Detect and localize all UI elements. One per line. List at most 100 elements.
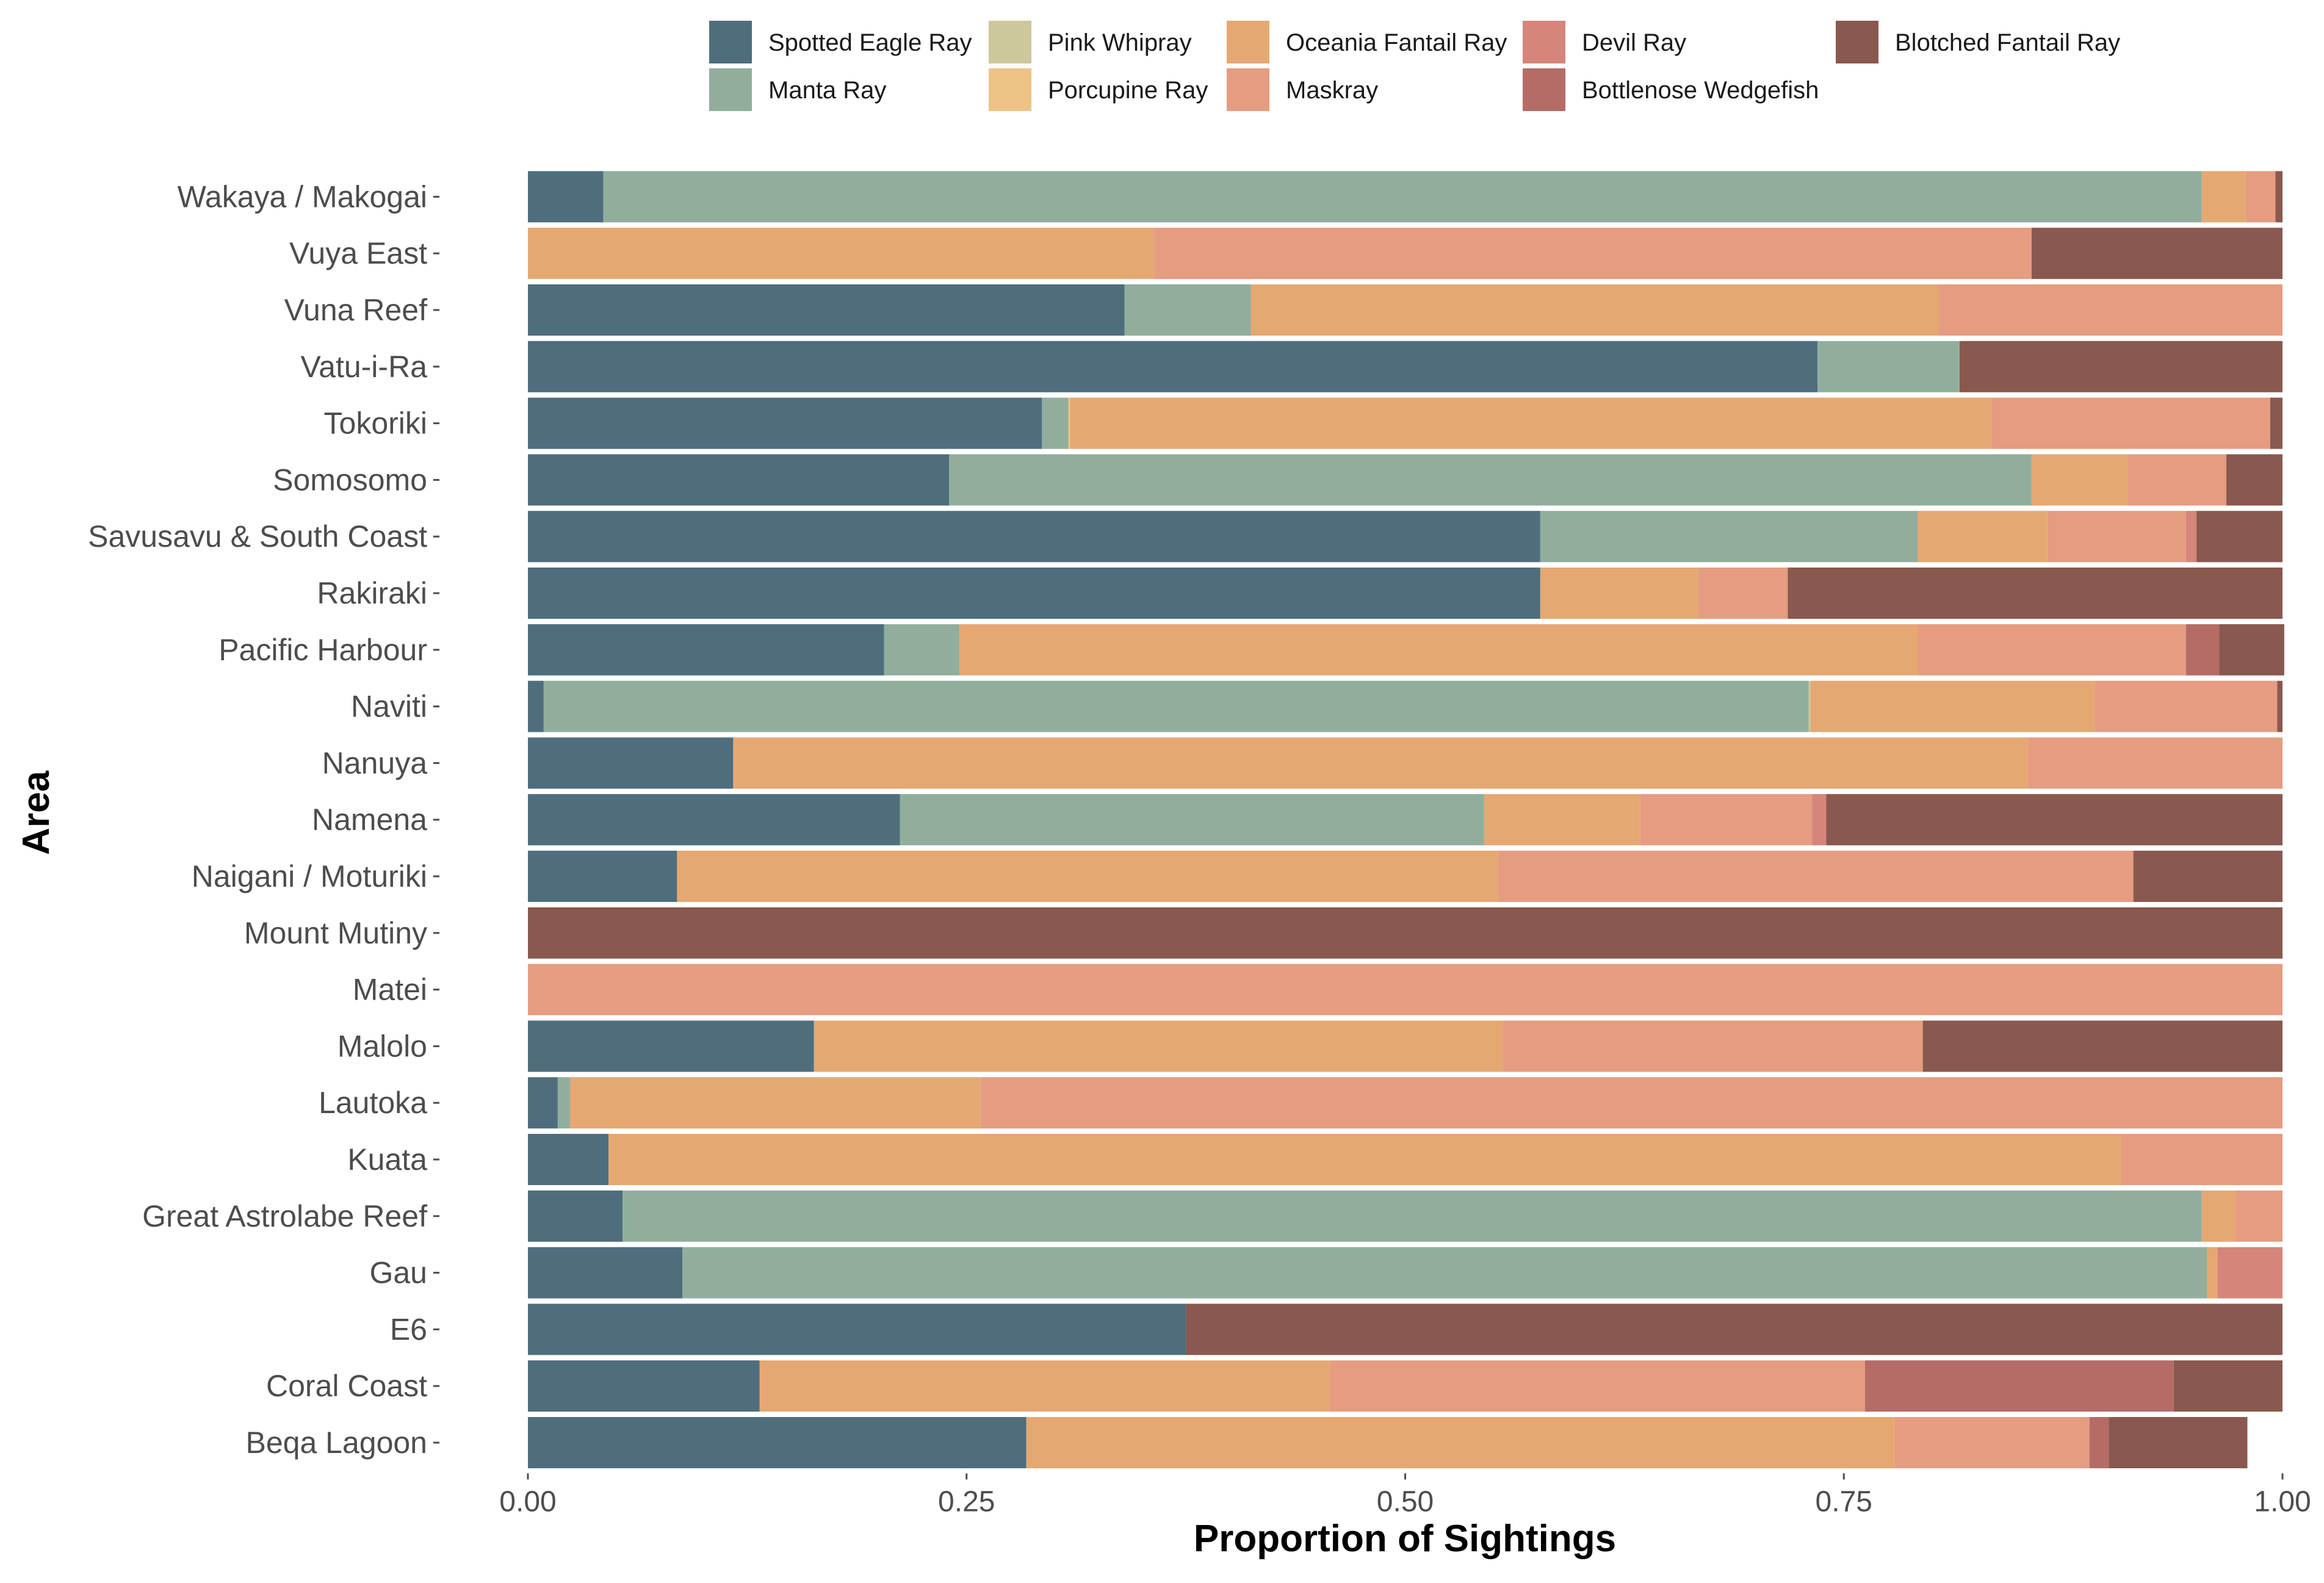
y-tick-label: Great Astrolabe Reef (142, 1199, 427, 1233)
bar-lautoka-spotted-eagle-ray (528, 1077, 558, 1129)
bar-lautoka-manta-ray (557, 1077, 570, 1129)
bar-e6-spotted-eagle-ray (528, 1304, 1186, 1355)
bar-tokoriki-oceania-fantail-ray (1070, 397, 1991, 449)
bar-savusavu-and-south-coast-oceania-fantail-ray (1918, 511, 2048, 563)
y-tick-label: Pacific Harbour (218, 633, 427, 667)
legend-swatch (1836, 21, 1878, 63)
y-tick-label: Somosomo (273, 463, 427, 497)
bar-vuna-reef-maskray (1938, 284, 2282, 336)
y-tick-label: Namena (312, 802, 427, 837)
legend-label: Bottlenose Wedgefish (1582, 77, 1819, 104)
bar-wakaya-makogai-maskray (2245, 171, 2276, 223)
bar-beqa-lagoon-spotted-eagle-ray (528, 1417, 1027, 1468)
bar-beqa-lagoon-oceania-fantail-ray (1026, 1417, 1895, 1468)
bar-lautoka-oceania-fantail-ray (570, 1077, 981, 1129)
bar-gau-oceania-fantail-ray (2207, 1247, 2218, 1299)
bar-savusavu-and-south-coast-manta-ray (1540, 511, 1918, 563)
y-tick-label: Beqa Lagoon (245, 1426, 427, 1460)
y-tick-label: Kuata (347, 1142, 427, 1177)
legend-item-bottlenose-wedgefish: Bottlenose Wedgefish (1523, 68, 1819, 111)
legend-item-maskray: Maskray (1227, 68, 1378, 111)
y-tick-label: Rakiraki (317, 576, 427, 610)
bar-nanuya-maskray (2028, 737, 2282, 789)
bar-namena-maskray (1640, 794, 1813, 846)
bar-somosomo-manta-ray (949, 454, 2032, 506)
legend-item-manta-ray: Manta Ray (709, 68, 886, 111)
bar-coral-coast-maskray (1329, 1360, 1865, 1412)
y-tick-label: Gau (369, 1256, 427, 1290)
y-tick-label: Vatu-i-Ra (301, 350, 428, 384)
legend-item-blotched-fantail-ray: Blotched Fantail Ray (1836, 21, 2120, 63)
legend-label: Maskray (1286, 77, 1378, 104)
bar-namena-manta-ray (900, 794, 1484, 846)
y-axis: Wakaya / Makogai Vuya East Vuna Reef Vatu-i… (88, 179, 439, 1460)
bar-mount-mutiny-blotched-fantail-ray (528, 907, 2282, 959)
bar-wakaya-makogai-manta-ray (603, 171, 2202, 223)
bar-vuna-reef-manta-ray (1124, 284, 1251, 336)
legend-swatch (709, 68, 752, 111)
bar-malolo-blotched-fantail-ray (1922, 1020, 2282, 1072)
bar-pacific-harbour-maskray (1918, 624, 2186, 676)
bar-vatu-i-ra-spotted-eagle-ray (528, 341, 1818, 392)
bar-namena-devil-ray (1812, 794, 1827, 846)
bar-vuya-east-maskray (1154, 228, 2032, 279)
legend-swatch (1227, 21, 1269, 63)
bar-tokoriki-porcupine-ray (1068, 397, 1070, 449)
y-tick-label: E6 (390, 1312, 427, 1346)
legend-item-devil-ray: Devil Ray (1523, 21, 1686, 63)
bar-great-astrolabe-reef-maskray (2235, 1190, 2282, 1242)
legend-label: Porcupine Ray (1048, 77, 1208, 104)
bar-pacific-harbour-blotched-fantail-ray (2219, 624, 2284, 676)
y-tick-label: Coral Coast (266, 1369, 427, 1403)
bar-great-astrolabe-reef-oceania-fantail-ray (2201, 1190, 2236, 1242)
y-tick-label: Vuya East (289, 236, 427, 270)
bar-naviti-manta-ray (543, 680, 1809, 732)
bar-coral-coast-oceania-fantail-ray (759, 1360, 1330, 1412)
legend: Spotted Eagle Ray Manta Ray Pink Whipray Po… (709, 21, 2120, 111)
x-axis-title: Proportion of Sightings (1194, 1518, 1616, 1560)
bar-naviti-maskray (2095, 680, 2278, 732)
bar-beqa-lagoon-bottlenose-wedgefish (2089, 1417, 2109, 1468)
legend-label: Pink Whipray (1048, 29, 1192, 56)
x-tick-label: 0.00 (499, 1485, 556, 1518)
legend-swatch (989, 68, 1031, 111)
y-tick-label: Nanuya (322, 746, 428, 780)
bar-naviti-pink-whipray (1808, 680, 1811, 732)
bar-malolo-maskray (1503, 1020, 1923, 1072)
x-tick-label: 1.00 (2254, 1485, 2311, 1518)
bar-rakiraki-spotted-eagle-ray (528, 568, 1540, 619)
bar-naigani-moturiki-spotted-eagle-ray (528, 851, 677, 902)
bar-tokoriki-maskray (1991, 397, 2270, 449)
bar-e6-blotched-fantail-ray (1186, 1304, 2282, 1355)
y-tick-label: Malolo (337, 1029, 427, 1063)
bar-rakiraki-blotched-fantail-ray (1788, 568, 2282, 619)
legend-item-spotted-eagle-ray: Spotted Eagle Ray (709, 21, 972, 63)
bar-beqa-lagoon-maskray (1894, 1417, 2090, 1468)
legend-label: Manta Ray (768, 77, 886, 104)
bar-vuna-reef-spotted-eagle-ray (528, 284, 1125, 336)
x-tick-label: 0.50 (1377, 1485, 1434, 1518)
bar-rakiraki-maskray (1698, 568, 1788, 619)
bar-nanuya-oceania-fantail-ray (733, 737, 2029, 789)
legend-label: Oceania Fantail Ray (1286, 29, 1507, 56)
bar-naigani-moturiki-oceania-fantail-ray (677, 851, 1498, 902)
bar-tokoriki-manta-ray (1042, 397, 1069, 449)
bar-namena-blotched-fantail-ray (1826, 794, 2282, 846)
bar-pacific-harbour-bottlenose-wedgefish (2185, 624, 2220, 676)
bar-naviti-oceania-fantail-ray (1810, 680, 2095, 732)
bar-lautoka-maskray (980, 1077, 2282, 1129)
bar-vuya-east-blotched-fantail-ray (2031, 228, 2282, 279)
bar-savusavu-and-south-coast-spotted-eagle-ray (528, 511, 1540, 563)
bar-coral-coast-spotted-eagle-ray (528, 1360, 760, 1412)
bar-somosomo-maskray (2128, 454, 2226, 506)
x-tick-label: 0.25 (938, 1485, 995, 1518)
bar-vatu-i-ra-blotched-fantail-ray (1960, 341, 2282, 392)
bar-naigani-moturiki-maskray (1498, 851, 2134, 902)
bar-somosomo-blotched-fantail-ray (2226, 454, 2282, 506)
bar-wakaya-makogai-oceania-fantail-ray (2201, 171, 2246, 223)
y-tick-label: Naviti (351, 690, 427, 724)
bar-namena-spotted-eagle-ray (528, 794, 900, 846)
bar-vuya-east-oceania-fantail-ray (528, 228, 1155, 279)
bar-gau-devil-ray (2217, 1247, 2282, 1299)
